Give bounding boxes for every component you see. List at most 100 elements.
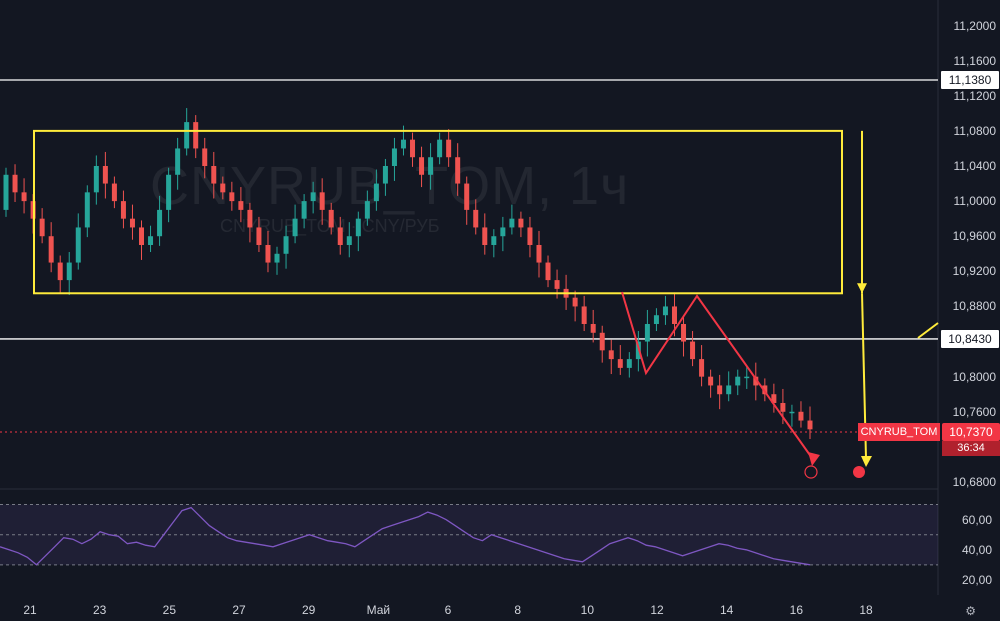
candle-body [391,148,397,166]
candle-body [608,350,614,360]
time-tick-label: 8 [514,603,521,617]
candle-body [536,245,542,263]
time-tick-label: 14 [719,603,734,617]
time-tick-label: 21 [23,603,37,617]
candle-body [780,403,786,412]
symbol-watermark: CNYRUB_TOM, 1ч [150,156,630,216]
yellow-trend-stub [917,322,939,339]
candle-body [590,324,596,333]
projection-arrowhead-upper [857,283,867,294]
bar-countdown: 36:34 [942,440,1000,456]
time-tick-label: 10 [580,603,595,617]
candle-body [283,236,289,254]
candle-body [120,201,126,219]
candle-body [355,218,361,237]
candle-body [455,157,461,184]
candle-body [310,192,316,202]
candle-body [572,297,578,307]
projection-arrowhead-lower [861,456,872,467]
candle-body [66,262,72,281]
candle-body [500,227,506,237]
time-tick-label: Май [366,603,391,617]
candle-body [346,236,352,245]
price-tick-label: 10,6800 [952,475,996,489]
candle-body [545,262,551,281]
price-tick-label: 10,9600 [952,229,996,244]
price-tick-label: 10,9200 [952,264,996,279]
candle-body [617,359,623,368]
candle-body [220,183,226,193]
price-axis[interactable]: 11,2000 11,1600 11,1200 11,0800 11,0400 11,00… [938,0,1000,490]
candle-body [328,209,334,228]
candle-body [581,306,587,324]
candle-body [292,218,298,237]
candle-body [21,192,27,202]
alert-dot-icon [853,466,865,478]
candle-body [175,148,181,175]
candle-body [166,174,172,210]
candle-body [717,385,723,395]
candle-body [265,245,271,263]
alert-bolt-icon [804,465,818,479]
candle-body [473,209,479,228]
rsi-line [0,506,811,566]
candle-body [39,218,45,237]
candle-body [599,332,605,351]
candle-body [735,376,741,386]
pattern-zigzag [621,291,813,459]
candle-body [102,166,108,184]
candle-body [626,359,632,368]
rsi-tick-label: 60,00 [961,512,992,527]
candle-body [274,253,280,263]
candle-body [400,139,406,149]
candle-body [238,201,244,210]
time-tick-label: 18 [859,603,873,617]
candle-body [771,394,777,403]
candle-body [554,280,560,289]
settings-icon[interactable]: ⚙ [965,604,976,618]
candle-body [148,236,154,245]
candle-body [690,341,696,360]
candle-body [681,324,687,342]
candle-body [202,148,208,166]
candle-body [491,236,497,245]
candle-body [671,306,677,324]
candle-body [419,157,425,175]
price-tick-label: 10,8000 [952,369,996,384]
candle-body [193,122,199,149]
candle-body [527,227,533,245]
candle-body [247,209,253,228]
candle-body [12,174,18,193]
time-tick-label: 29 [301,603,316,617]
candle-body [184,122,190,149]
candle-body [256,227,262,245]
candle-body [337,227,343,245]
candle-body [464,183,470,210]
time-tick-label: 6 [444,603,452,617]
candle-body [301,201,307,219]
candle-body [518,218,524,228]
candle-body [807,420,813,430]
candle-body [653,315,659,324]
candle-body [319,192,325,210]
candle-body [229,192,235,202]
candle-body [75,227,81,263]
candle-body [93,166,99,193]
candle-body [644,324,650,342]
level-label-upper: 11,1380 [940,69,1000,90]
price-tick-label: 11,2000 [953,18,997,33]
candle-body [699,359,705,377]
time-tick-label: 25 [162,603,177,617]
candle-body [129,218,135,228]
candle-body [373,183,379,202]
candle-body [446,139,452,158]
candle-body [382,166,388,184]
time-tick-label: 16 [789,603,804,617]
candle-body [798,411,804,421]
candle-body [726,385,732,395]
candle-body [157,209,163,237]
last-price-label: 10,7370 [942,422,1000,441]
candle-body [509,218,515,228]
